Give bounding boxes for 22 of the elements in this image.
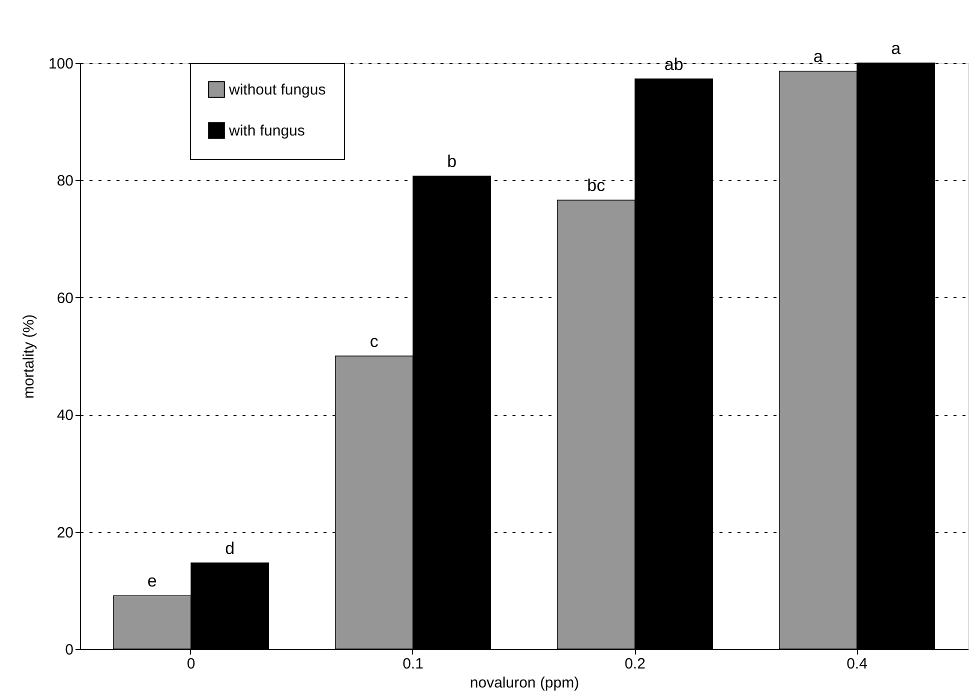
x-tick-label: 0.4 — [846, 656, 868, 672]
y-axis-title: mortality (%) — [20, 314, 38, 399]
annotation: a — [813, 47, 824, 66]
annotation: ab — [664, 54, 684, 74]
annotation: bc — [587, 176, 606, 196]
y-tick-label: 40 — [56, 407, 74, 424]
annotation: a — [891, 39, 902, 58]
y-tick-label: 20 — [56, 524, 74, 542]
y-tick-label: 60 — [56, 290, 74, 307]
x-tick-label: 0 — [186, 656, 196, 672]
x-axis-title: novaluron (ppm) — [470, 674, 580, 692]
annotation: c — [370, 332, 379, 351]
y-tick-label: 80 — [56, 172, 74, 190]
y-tick-label: 100 — [48, 56, 74, 72]
legend-label: without fungus — [228, 82, 326, 98]
legend-label: with fungus — [228, 122, 305, 140]
annotation: b — [447, 152, 457, 172]
y-tick-label: 0 — [65, 642, 74, 658]
annotation: d — [225, 538, 235, 558]
annotation: e — [147, 572, 157, 591]
x-tick-label: 0.1 — [402, 656, 424, 672]
x-tick-label: 0.2 — [624, 656, 646, 672]
